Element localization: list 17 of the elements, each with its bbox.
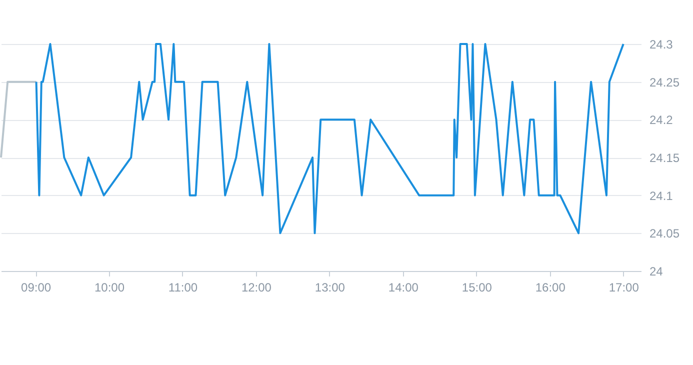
y-tick-label: 24.1 — [650, 188, 674, 203]
y-tick-label: 24.25 — [650, 75, 680, 90]
y-tick-label: 24.05 — [650, 226, 680, 241]
x-tick-label: 17:00 — [608, 280, 640, 294]
y-tick-label: 24.2 — [650, 113, 674, 128]
line-series — [35, 43, 624, 234]
x-tick-label: 10:00 — [94, 280, 125, 294]
y-tick-label: 24.3 — [650, 38, 674, 52]
y-tick-label: 24 — [650, 264, 664, 278]
x-tick-label: 11:00 — [168, 280, 198, 294]
x-tick-label: 15:00 — [462, 280, 492, 294]
y-tick-label: 24.15 — [650, 151, 680, 165]
x-tick-label: 09:00 — [21, 280, 52, 294]
x-tick-label: 13:00 — [314, 280, 346, 294]
x-tick-label: 16:00 — [535, 280, 566, 294]
x-tick-label: 12:00 — [241, 280, 272, 294]
x-tick-label: 14:00 — [388, 280, 419, 294]
